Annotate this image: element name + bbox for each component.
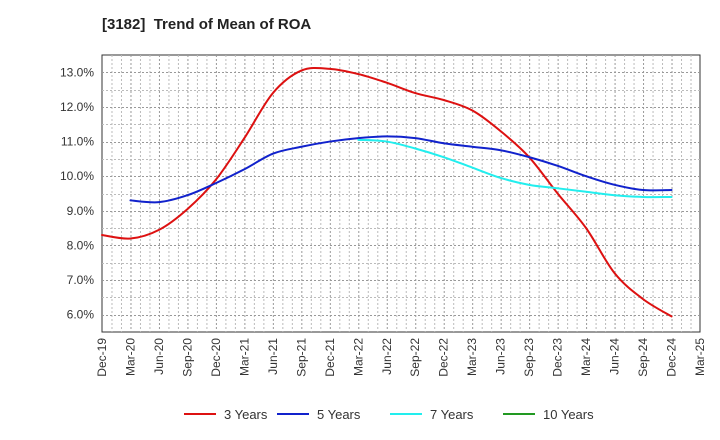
y-tick-label: 11.0%: [61, 135, 94, 149]
x-tick-label: Sep-20: [180, 338, 194, 377]
y-tick-label: 10.0%: [60, 169, 94, 183]
x-tick-label: Sep-23: [522, 338, 536, 377]
y-tick-label: 12.0%: [60, 100, 94, 114]
legend-label-3-years: 3 Years: [224, 407, 268, 422]
x-tick-label: Sep-24: [636, 338, 650, 377]
x-tick-label: Mar-22: [351, 338, 365, 376]
legend: 3 Years 5 Years 7 Years 10 Years: [184, 407, 594, 422]
y-tick-label: 7.0%: [67, 273, 95, 287]
x-tick-label: Dec-23: [551, 338, 565, 377]
series-group: [101, 66, 673, 318]
x-tick-label: Mar-20: [123, 338, 137, 376]
x-tick-label: Jun-20: [152, 338, 166, 375]
x-axis: Dec-19 Mar-20 Jun-20 Sep-20 Dec-20 Mar-21 Jun-…: [95, 338, 707, 377]
legend-label-10-years: 10 Years: [543, 407, 594, 422]
y-tick-label: 9.0%: [67, 204, 95, 218]
y-axis: 6.0% 7.0% 8.0% 9.0% 10.0% 11.0% 12.0% 13.0%: [60, 65, 94, 321]
x-tick-label: Mar-23: [465, 338, 479, 376]
x-tick-label: Dec-19: [95, 338, 109, 377]
legend-label-7-years: 7 Years: [430, 407, 474, 422]
x-tick-label: Mar-21: [237, 338, 251, 376]
series-line-5-years: [129, 135, 673, 204]
legend-label-5-years: 5 Years: [317, 407, 361, 422]
y-tick-label: 6.0%: [67, 308, 95, 322]
x-tick-label: Sep-21: [294, 338, 308, 377]
x-tick-label: Dec-20: [209, 338, 223, 377]
series-line-7-years: [357, 138, 673, 199]
x-tick-label: Dec-21: [323, 338, 337, 377]
y-tick-label: 13.0%: [60, 65, 94, 79]
chart-title: [3182] Trend of Mean of ROA: [102, 16, 312, 33]
x-tick-label: Mar-24: [579, 338, 593, 376]
series-line-3-years: [101, 66, 673, 318]
y-tick-label: 8.0%: [67, 238, 95, 252]
x-tick-label: Dec-22: [437, 338, 451, 377]
x-tick-label: Sep-22: [408, 338, 422, 377]
x-tick-label: Jun-23: [494, 338, 508, 375]
x-tick-label: Jun-21: [266, 338, 280, 375]
x-tick-label: Mar-25: [693, 338, 707, 376]
x-tick-label: Jun-24: [608, 338, 622, 375]
x-tick-label: Jun-22: [380, 338, 394, 375]
x-tick-label: Dec-24: [665, 338, 679, 377]
